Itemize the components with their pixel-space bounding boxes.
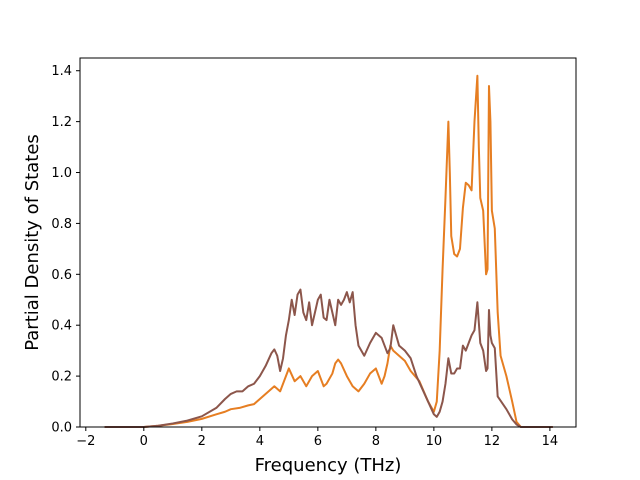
y-tick-label: 1.4 (51, 64, 72, 79)
series-layer (104, 74, 553, 428)
y-tick-label: 1.0 (51, 166, 72, 181)
x-tick-label: 6 (314, 434, 322, 449)
x-axis-ticks: −2 0 2 4 6 8 10 12 14 (76, 427, 558, 449)
y-tick-label: 1.2 (51, 115, 72, 130)
y-tick-label: 0.6 (51, 268, 72, 283)
y-tick-label: 0.2 (51, 370, 72, 385)
y-axis-ticks: 0.0 0.2 0.4 0.6 0.8 1.0 1.2 1.4 (51, 64, 80, 436)
x-tick-label: 8 (372, 434, 380, 449)
x-tick-label: 4 (256, 434, 264, 449)
x-axis-label: Frequency (THz) (255, 455, 402, 476)
y-tick-label: 0.4 (51, 319, 72, 334)
y-axis-label: Partial Density of States (22, 134, 43, 351)
y-tick-label: 0.8 (51, 217, 72, 232)
x-tick-label: 14 (542, 434, 559, 449)
x-tick-label: 2 (198, 434, 206, 449)
plot-frame (79, 57, 577, 428)
x-tick-label: −2 (76, 434, 95, 449)
x-tick-label: 0 (140, 434, 148, 449)
x-tick-label: 10 (426, 434, 443, 449)
y-tick-label: 0.0 (51, 421, 72, 436)
series-line-2 (104, 288, 553, 428)
x-tick-label: 12 (484, 434, 501, 449)
